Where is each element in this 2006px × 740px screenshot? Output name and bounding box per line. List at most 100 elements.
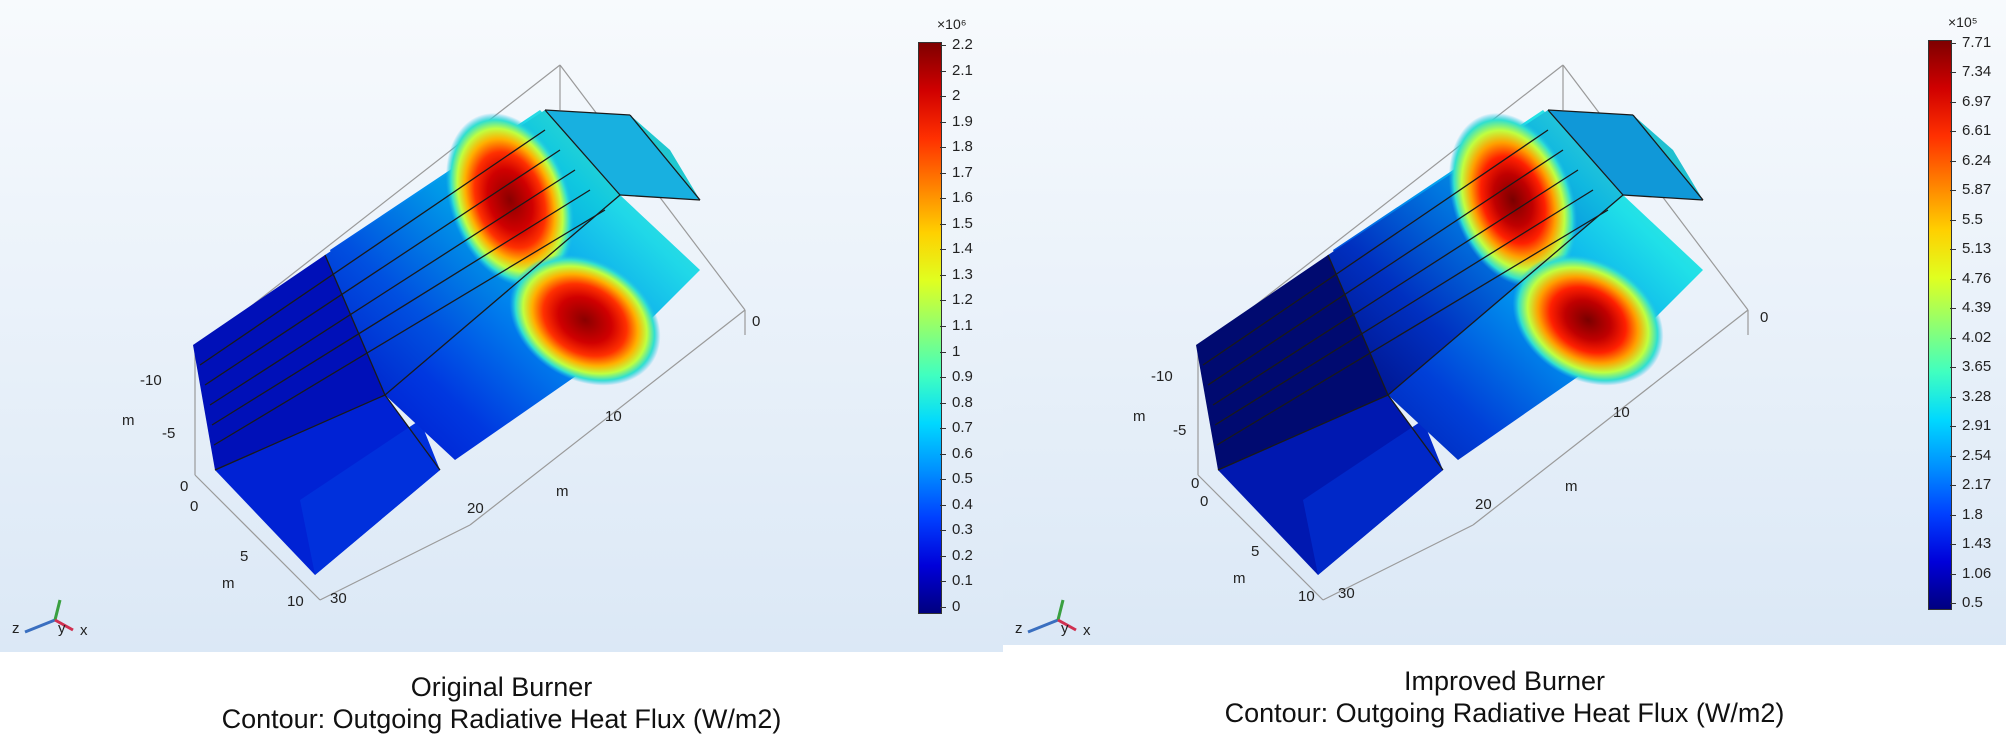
colorbar-tick-2: 6.97 bbox=[1949, 92, 1992, 110]
colorbar-tick-1: 7.34 bbox=[1949, 63, 1992, 81]
furnace-plot-improved bbox=[1027, 64, 1749, 634]
colorbar-tick-4: 1.8 bbox=[940, 138, 973, 156]
colorbar bbox=[1928, 40, 1952, 610]
colorbar-tick-15: 0.7 bbox=[940, 419, 973, 437]
axis-tick-y-1: -10 bbox=[1151, 368, 1173, 385]
surface-grid bbox=[199, 109, 701, 471]
triad-label-y: y bbox=[58, 620, 66, 637]
axis-triad bbox=[24, 599, 74, 634]
colorbar-tick-18: 1.06 bbox=[1949, 564, 1992, 582]
colorbar bbox=[918, 42, 942, 614]
triad-label-x: x bbox=[80, 622, 88, 639]
colorbar-tick-5: 5.87 bbox=[1949, 181, 1992, 199]
surface-grid bbox=[1202, 109, 1704, 471]
axis-tick-y-2: -5 bbox=[162, 425, 176, 442]
triad-label-z: z bbox=[12, 620, 20, 637]
colorbar-tick-21: 0.1 bbox=[940, 572, 973, 590]
hot-spot-upper bbox=[445, 112, 575, 288]
axis-tick-z-2: 20 bbox=[1475, 496, 1492, 513]
axis-tick-y-3: 0 bbox=[180, 478, 189, 495]
axis-unit-y: m bbox=[122, 412, 135, 429]
colorbar-tick-12: 3.28 bbox=[1949, 387, 1992, 405]
colorbar-tick-14: 0.8 bbox=[940, 393, 973, 411]
colorbar-tick-18: 0.4 bbox=[940, 495, 973, 513]
back-wall bbox=[193, 255, 385, 470]
axis-unit-x: m bbox=[222, 575, 235, 592]
colorbar-tick-0: 7.71 bbox=[1949, 34, 1992, 51]
colorbar-tick-10: 4.02 bbox=[1949, 328, 1992, 346]
colorbar-tick-22: 0 bbox=[939, 598, 961, 615]
colorbar-multiplier: ×10⁶ bbox=[937, 16, 967, 32]
furnace-plot-original bbox=[24, 64, 746, 634]
colorbar-tick-1: 2.1 bbox=[940, 61, 973, 79]
colorbar-tick-3: 6.61 bbox=[1949, 122, 1992, 140]
colorbar-tick-13: 2.91 bbox=[1949, 417, 1992, 435]
colorbar-tick-17: 0.5 bbox=[940, 470, 973, 488]
axis-tick-x-2: 5 bbox=[1251, 543, 1260, 560]
panel-title: Improved Burner bbox=[1403, 666, 1606, 696]
axis-triad bbox=[1027, 599, 1077, 634]
colorbar-tick-4: 6.24 bbox=[1949, 151, 1992, 169]
colorbar-multiplier: ×10⁵ bbox=[1948, 14, 1978, 30]
triad-label-x: x bbox=[1083, 622, 1091, 639]
axis-tick-y-1: -10 bbox=[140, 372, 162, 389]
axis-tick-z-3: 10 bbox=[605, 408, 622, 425]
axis-tick-x-2: 5 bbox=[240, 548, 249, 565]
axis-tick-x-1: 0 bbox=[1200, 493, 1209, 510]
colorbar-tick-11: 1.1 bbox=[940, 317, 973, 334]
colorbar-tick-20: 0.2 bbox=[940, 546, 973, 564]
panel-title: Original Burner bbox=[410, 672, 593, 702]
colorbar-tick-15: 2.17 bbox=[1949, 476, 1992, 494]
axis-tick-y-3: 0 bbox=[1191, 475, 1200, 492]
colorbar-tick-13: 0.9 bbox=[940, 368, 973, 386]
hot-spot-upper bbox=[1448, 112, 1578, 288]
colorbar-tick-9: 4.39 bbox=[1949, 299, 1992, 317]
panel-original: z y x -10 -5 0 m 0 5 10 m 30 20 10 0 m ×… bbox=[0, 0, 1003, 734]
bounding-box bbox=[194, 64, 746, 601]
axis-tick-z-4: 0 bbox=[1760, 309, 1769, 326]
colorbar-tick-5: 1.7 bbox=[940, 163, 973, 181]
colorbar-tick-12: 1 bbox=[939, 342, 961, 360]
hot-spot-lower bbox=[509, 254, 661, 386]
colorbar-tick-17: 1.43 bbox=[1949, 535, 1992, 553]
panel-improved: z y x -10 -5 0 m 0 5 10 m 30 20 10 0 m ×… bbox=[1003, 0, 2006, 740]
colorbar-tick-7: 1.5 bbox=[940, 214, 973, 232]
colorbar-tick-16: 1.8 bbox=[1950, 505, 1983, 523]
colorbar-tick-19: 0.3 bbox=[940, 521, 973, 539]
panel-subtitle: Contour: Outgoing Radiative Heat Flux (W… bbox=[1224, 698, 1785, 728]
back-wall bbox=[1196, 255, 1388, 470]
axis-tick-z-1: 30 bbox=[330, 590, 347, 607]
axis-tick-z-4: 0 bbox=[752, 313, 761, 330]
colorbar-tick-3: 1.9 bbox=[940, 112, 973, 130]
axis-tick-z-1: 30 bbox=[1338, 585, 1355, 602]
colorbar-tick-19: 0.5 bbox=[1950, 594, 1983, 611]
triad-label-y: y bbox=[1061, 620, 1069, 637]
colorbar-tick-8: 1.4 bbox=[940, 240, 973, 258]
colorbar-tick-6: 1.6 bbox=[940, 189, 973, 207]
axis-tick-z-3: 10 bbox=[1613, 404, 1630, 421]
axis-tick-z-2: 20 bbox=[467, 500, 484, 517]
axis-unit-y: m bbox=[1133, 408, 1146, 425]
colorbar-tick-2: 2 bbox=[939, 87, 961, 105]
colorbar-tick-0: 2.2 bbox=[940, 36, 973, 53]
colorbar-tick-6: 5.5 bbox=[1950, 210, 1983, 228]
axis-tick-x-1: 0 bbox=[190, 498, 199, 515]
axis-tick-x-3: 10 bbox=[1298, 588, 1315, 605]
colorbar-tick-16: 0.6 bbox=[940, 444, 973, 462]
axis-unit-z: m bbox=[1565, 478, 1578, 495]
axis-unit-x: m bbox=[1233, 570, 1246, 587]
colorbar-tick-10: 1.2 bbox=[940, 291, 973, 309]
colorbar-tick-14: 2.54 bbox=[1949, 446, 1992, 464]
axis-tick-x-3: 10 bbox=[287, 593, 304, 610]
graphics-viewport-improved[interactable]: z y x -10 -5 0 m 0 5 10 m 30 20 10 0 m ×… bbox=[1003, 0, 2006, 645]
colorbar-tick-11: 3.65 bbox=[1949, 358, 1992, 376]
axis-tick-y-2: -5 bbox=[1173, 422, 1187, 439]
hot-spot-lower bbox=[1512, 254, 1664, 386]
colorbar-tick-8: 4.76 bbox=[1949, 269, 1992, 287]
colorbar-tick-9: 1.3 bbox=[940, 265, 973, 283]
panel-subtitle: Contour: Outgoing Radiative Heat Flux (W… bbox=[221, 704, 782, 734]
graphics-viewport-original[interactable]: z y x -10 -5 0 m 0 5 10 m 30 20 10 0 m ×… bbox=[0, 0, 1003, 652]
colorbar-tick-7: 5.13 bbox=[1949, 240, 1992, 258]
axis-unit-z: m bbox=[556, 483, 569, 500]
triad-label-z: z bbox=[1015, 620, 1023, 637]
